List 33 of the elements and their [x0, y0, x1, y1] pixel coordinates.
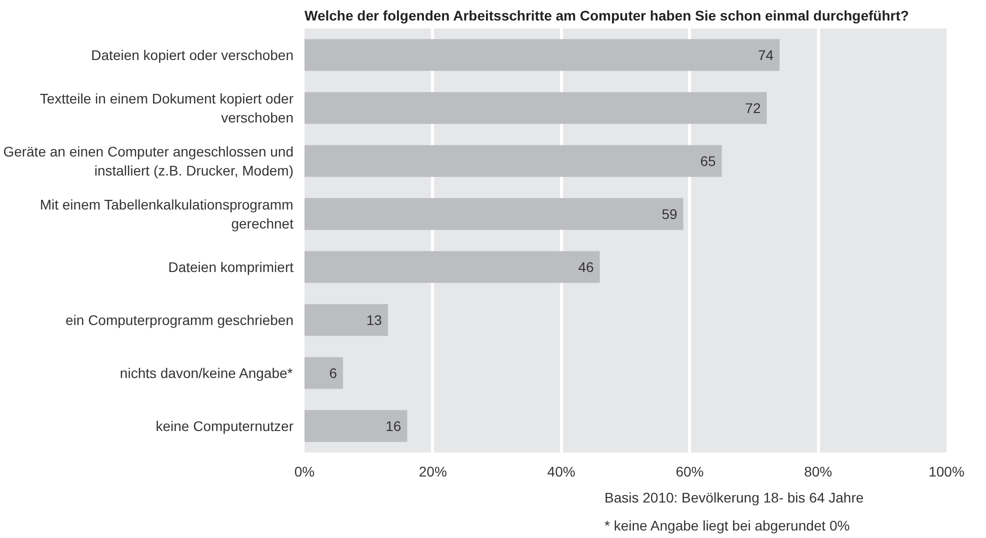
y-tick-label: Geräte an einen Computer angeschlossen und installiert (z.B. Drucker, Modem): [3, 143, 294, 179]
data-label: 59: [662, 206, 678, 222]
bar: [304, 251, 600, 283]
y-tick-label: ein Computerprogramm geschrieben: [66, 312, 294, 328]
x-tick-label: 100%: [928, 464, 964, 480]
y-tick-label: Mit einem Tabellenkalkulationsprogramm gerechnet: [40, 196, 294, 232]
y-tick-label: Textteile in einem Dokument kopiert oder verschoben: [40, 90, 294, 126]
y-tick-label: nichts davon/keine Angabe*: [120, 365, 294, 381]
x-tick-label: 0%: [294, 464, 315, 480]
x-tick-label: 60%: [676, 464, 704, 480]
text: Basis 2010: Bevölkerung 18- bis 64 Jahre: [604, 490, 864, 506]
bar: [304, 304, 388, 336]
data-label: 74: [758, 47, 774, 63]
bar: [304, 198, 684, 230]
y-tick-label: keine Computernutzer: [156, 418, 294, 434]
data-label: 72: [745, 100, 761, 116]
data-label: 13: [366, 312, 382, 328]
x-tick-label: 80%: [804, 464, 832, 480]
bar: [304, 410, 408, 442]
y-tick-label: Dateien kopiert oder verschoben: [91, 47, 294, 63]
x-tick-label: 40%: [547, 464, 576, 480]
data-label: 16: [386, 418, 402, 434]
chart-title: Welche der folgenden Arbeitsschritte am Computer haben Sie schon einmal durchgeführt?: [304, 8, 909, 24]
data-label: 65: [700, 153, 716, 169]
bar: [304, 92, 767, 124]
data-label: 6: [329, 365, 338, 381]
bar: [304, 39, 780, 71]
x-tick-label: 20%: [418, 464, 447, 480]
bar: [304, 357, 344, 389]
bar: [304, 145, 722, 177]
y-tick-label: Dateien komprimiert: [168, 259, 294, 275]
text: * keine Angabe liegt bei abgerundet 0%: [604, 518, 850, 534]
data-label: 46: [578, 259, 594, 275]
